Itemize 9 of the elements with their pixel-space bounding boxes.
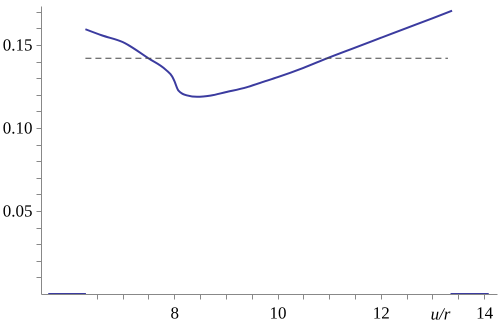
x-tick-label: 12 — [372, 304, 390, 322]
line-series — [84, 10, 454, 98]
x-tick-label: 10 — [270, 304, 287, 322]
x-axis-title: u/r — [430, 304, 451, 324]
y-tick-label: 0.10 — [2, 118, 32, 138]
x-tick-label: 14 — [476, 304, 494, 322]
x-tick-label: 8 — [170, 304, 179, 322]
y-tick-label: 0.15 — [2, 36, 32, 55]
y-tick-label: 0.05 — [2, 202, 32, 221]
